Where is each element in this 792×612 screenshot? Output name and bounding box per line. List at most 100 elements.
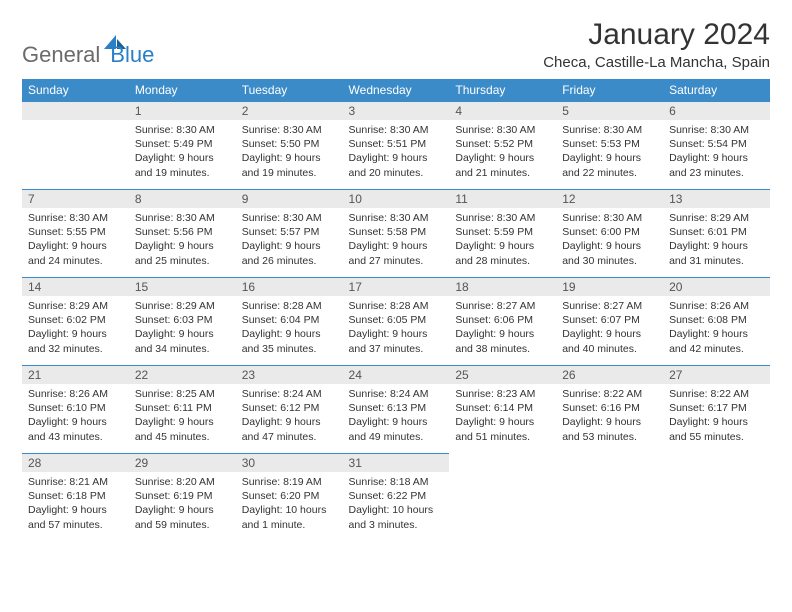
sunset-line: Sunset: 5:59 PM	[455, 226, 533, 238]
calendar-cell: 26Sunrise: 8:22 AMSunset: 6:16 PMDayligh…	[556, 366, 663, 454]
daylight-line: Daylight: 9 hours and 25 minutes.	[135, 240, 214, 266]
day-number: 8	[129, 190, 236, 208]
logo-text-general: General	[22, 42, 100, 68]
sunset-line: Sunset: 6:04 PM	[242, 314, 320, 326]
sunrise-line: Sunrise: 8:29 AM	[135, 300, 215, 312]
day-content: Sunrise: 8:29 AMSunset: 6:03 PMDaylight:…	[129, 296, 236, 362]
sunset-line: Sunset: 6:03 PM	[135, 314, 213, 326]
sunrise-line: Sunrise: 8:29 AM	[28, 300, 108, 312]
sunrise-line: Sunrise: 8:30 AM	[455, 124, 535, 136]
day-number: 3	[343, 102, 450, 120]
daylight-line: Daylight: 9 hours and 49 minutes.	[349, 416, 428, 442]
sunrise-line: Sunrise: 8:24 AM	[349, 388, 429, 400]
sunset-line: Sunset: 6:00 PM	[562, 226, 640, 238]
daylight-line: Daylight: 9 hours and 43 minutes.	[28, 416, 107, 442]
title-block: January 2024 Checa, Castille-La Mancha, …	[543, 18, 770, 71]
day-content: Sunrise: 8:30 AM Sunset: 5:51 PM Daylight:…	[343, 120, 450, 186]
daylight-line: Daylight: 9 hours and 31 minutes.	[669, 240, 748, 266]
daylight-line: Daylight: 9 hours and 28 minutes.	[455, 240, 534, 266]
day-content: Sunrise: 8:24 AMSunset: 6:13 PMDaylight:…	[343, 384, 450, 450]
weekday-header: Saturday	[663, 79, 770, 102]
sunset-line: Sunset: 5:51 PM	[349, 138, 427, 150]
sunrise-line: Sunrise: 8:25 AM	[135, 388, 215, 400]
day-content: Sunrise: 8:29 AMSunset: 6:01 PMDaylight:…	[663, 208, 770, 274]
calendar-cell: 12Sunrise: 8:30 AMSunset: 6:00 PMDayligh…	[556, 190, 663, 278]
location-text: Checa, Castille-La Mancha, Spain	[543, 54, 770, 71]
daylight-line: Daylight: 9 hours and 55 minutes.	[669, 416, 748, 442]
daylight-line: Daylight: 9 hours and 32 minutes.	[28, 328, 107, 354]
day-content: Sunrise: 8:30 AMSunset: 5:52 PMDaylight:…	[449, 120, 556, 186]
calendar-cell: 8Sunrise: 8:30 AMSunset: 5:56 PMDaylight…	[129, 190, 236, 278]
calendar-cell: 13Sunrise: 8:29 AMSunset: 6:01 PMDayligh…	[663, 190, 770, 278]
sunrise-line: Sunrise: 8:30 AM	[28, 212, 108, 224]
calendar-cell: 4Sunrise: 8:30 AMSunset: 5:52 PMDaylight…	[449, 102, 556, 190]
day-content: Sunrise: 8:18 AMSunset: 6:22 PMDaylight:…	[343, 472, 450, 538]
day-content: Sunrise: 8:30 AMSunset: 5:56 PMDaylight:…	[129, 208, 236, 274]
daylight-line: Daylight: 9 hours and 53 minutes.	[562, 416, 641, 442]
day-number: 25	[449, 366, 556, 384]
sunrise-line: Sunrise: 8:27 AM	[562, 300, 642, 312]
sunset-line: Sunset: 6:17 PM	[669, 402, 747, 414]
day-content: Sunrise: 8:23 AMSunset: 6:14 PMDaylight:…	[449, 384, 556, 450]
calendar-cell: 24Sunrise: 8:24 AMSunset: 6:13 PMDayligh…	[343, 366, 450, 454]
calendar-cell: 18Sunrise: 8:27 AMSunset: 6:06 PMDayligh…	[449, 278, 556, 366]
daylight-line: Daylight: 9 hours and 27 minutes.	[349, 240, 428, 266]
daylight-line: Daylight: 9 hours and 20 minutes.	[349, 152, 428, 178]
calendar-cell: 27Sunrise: 8:22 AMSunset: 6:17 PMDayligh…	[663, 366, 770, 454]
sunset-line: Sunset: 6:20 PM	[242, 490, 320, 502]
daylight-line: Daylight: 9 hours and 23 minutes.	[669, 152, 748, 178]
day-number: 16	[236, 278, 343, 296]
sunset-line: Sunset: 5:58 PM	[349, 226, 427, 238]
calendar-cell: 15Sunrise: 8:29 AMSunset: 6:03 PMDayligh…	[129, 278, 236, 366]
calendar-cell: 21Sunrise: 8:26 AMSunset: 6:10 PMDayligh…	[22, 366, 129, 454]
day-number: 22	[129, 366, 236, 384]
daylight-line: Daylight: 9 hours and 38 minutes.	[455, 328, 534, 354]
daylight-line: Daylight: 9 hours and 30 minutes.	[562, 240, 641, 266]
daylight-line: Daylight: 9 hours and 47 minutes.	[242, 416, 321, 442]
weekday-header: Monday	[129, 79, 236, 102]
day-content: Sunrise: 8:24 AMSunset: 6:12 PMDaylight:…	[236, 384, 343, 450]
sunrise-line: Sunrise: 8:28 AM	[349, 300, 429, 312]
day-content: Sunrise: 8:27 AMSunset: 6:07 PMDaylight:…	[556, 296, 663, 362]
sunrise-line: Sunrise: 8:29 AM	[669, 212, 749, 224]
sunset-line: Sunset: 6:08 PM	[669, 314, 747, 326]
day-content: Sunrise: 8:25 AMSunset: 6:11 PMDaylight:…	[129, 384, 236, 450]
day-content: Sunrise: 8:19 AM Sunset: 6:20 PM Daylight:…	[236, 472, 343, 538]
sunrise-line: Sunrise: 8:30 AM	[455, 212, 535, 224]
calendar-cell: 25Sunrise: 8:23 AMSunset: 6:14 PMDayligh…	[449, 366, 556, 454]
day-number: 29	[129, 454, 236, 472]
day-content: Sunrise: 8:28 AMSunset: 6:04 PMDaylight:…	[236, 296, 343, 362]
calendar-week-row: 1Sunrise: 8:30 AMSunset: 5:49 PMDaylight…	[22, 102, 770, 190]
sunrise-line: Sunrise: 8:30 AM	[135, 124, 215, 136]
day-content: Sunrise: 8:21 AMSunset: 6:18 PMDaylight:…	[22, 472, 129, 538]
day-number: 20	[663, 278, 770, 296]
day-content: Sunrise: 8:26 AMSunset: 6:08 PMDaylight:…	[663, 296, 770, 362]
calendar-table: Sunday Monday Tuesday Wednesday Thursday…	[22, 79, 770, 542]
sunrise-line: Sunrise: 8:27 AM	[455, 300, 535, 312]
sunrise-line: Sunrise: 8:20 AM	[135, 476, 215, 488]
day-number: 26	[556, 366, 663, 384]
daylight-line: Daylight: 10 hours and 1 minute.	[242, 504, 327, 530]
sunrise-line: Sunrise: 8:19 AM	[242, 476, 322, 488]
calendar-cell: 9Sunrise: 8:30 AMSunset: 5:57 PMDaylight…	[236, 190, 343, 278]
sunrise-line: Sunrise: 8:30 AM	[242, 124, 322, 136]
calendar-cell: 30Sunrise: 8:19 AMSunset: 6:20 PMDayligh…	[236, 454, 343, 542]
calendar-week-row: 7Sunrise: 8:30 AMSunset: 5:55 PMDaylight…	[22, 190, 770, 278]
calendar-cell: 20Sunrise: 8:26 AMSunset: 6:08 PMDayligh…	[663, 278, 770, 366]
sunrise-line: Sunrise: 8:26 AM	[28, 388, 108, 400]
daylight-line: Daylight: 9 hours and 35 minutes.	[242, 328, 321, 354]
calendar-cell: 6Sunrise: 8:30 AMSunset: 5:54 PMDaylight…	[663, 102, 770, 190]
daylight-line: Daylight: 9 hours and 51 minutes.	[455, 416, 534, 442]
day-content: Sunrise: 8:22 AMSunset: 6:16 PMDaylight:…	[556, 384, 663, 450]
sunrise-line: Sunrise: 8:30 AM	[349, 124, 429, 136]
day-content: Sunrise: 8:30 AMSunset: 6:00 PMDaylight:…	[556, 208, 663, 274]
weekday-header-row: Sunday Monday Tuesday Wednesday Thursday…	[22, 79, 770, 102]
sunset-line: Sunset: 5:57 PM	[242, 226, 320, 238]
sunset-line: Sunset: 6:14 PM	[455, 402, 533, 414]
daylight-line: Daylight: 9 hours and 22 minutes.	[562, 152, 641, 178]
calendar-week-row: 14Sunrise: 8:29 AMSunset: 6:02 PMDayligh…	[22, 278, 770, 366]
sunset-line: Sunset: 6:10 PM	[28, 402, 106, 414]
calendar-cell	[22, 102, 129, 190]
calendar-cell	[449, 454, 556, 542]
day-number: 17	[343, 278, 450, 296]
